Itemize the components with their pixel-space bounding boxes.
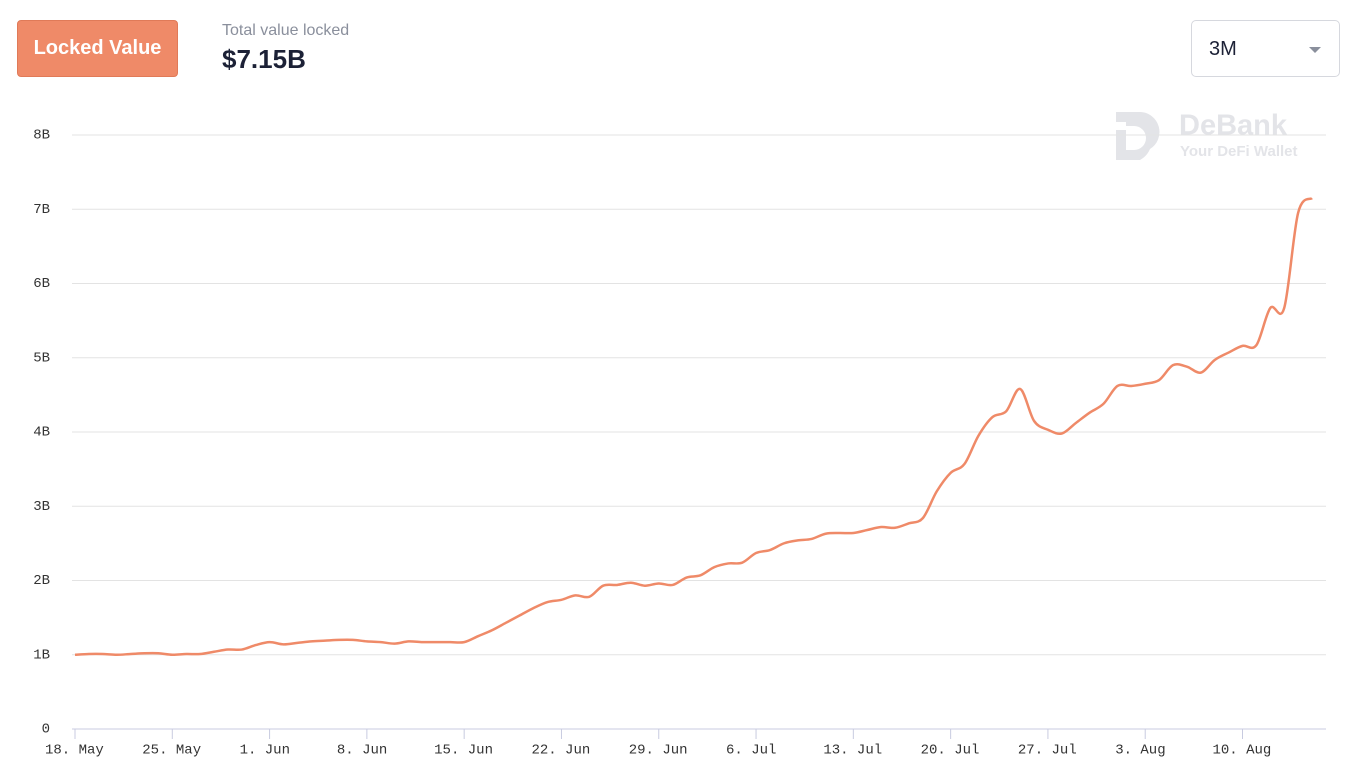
y-tick-label: 2B	[33, 573, 50, 589]
stat-value: $7.15B	[222, 44, 306, 74]
y-tick-label: 5B	[33, 350, 50, 366]
x-tick-label: 6. Jul	[726, 743, 776, 759]
y-tick-label: 1B	[33, 647, 50, 663]
tvl-line	[74, 197, 1313, 657]
x-tick-label: 27. Jul	[1018, 743, 1077, 759]
y-tick-label: 7B	[33, 202, 50, 218]
x-tick-label: 15. Jun	[434, 743, 493, 759]
x-tick-label: 18. May	[45, 743, 104, 759]
x-tick-label: 10. Aug	[1213, 743, 1272, 759]
locked-value-button[interactable]: Locked Value	[17, 20, 178, 77]
x-tick-label: 3. Aug	[1115, 743, 1165, 759]
y-tick-label: 4B	[33, 425, 50, 441]
stat-label: Total value locked	[222, 22, 350, 39]
x-tick-label: 22. Jun	[531, 743, 590, 759]
y-tick-label: 8B	[33, 128, 50, 144]
watermark-logo	[1116, 112, 1160, 160]
x-tick-label: 25. May	[142, 743, 201, 759]
range-value: 3M	[1209, 38, 1237, 60]
x-tick-label: 20. Jul	[921, 743, 980, 759]
y-tick-label: 6B	[33, 276, 50, 292]
dropdown-arrow	[1309, 47, 1321, 53]
range-select[interactable]: 3M	[1191, 20, 1340, 77]
x-tick-label: 8. Jun	[337, 743, 387, 759]
y-tick-label: 0	[42, 722, 50, 738]
x-tick-label: 1. Jun	[240, 743, 290, 759]
watermark-sub: Your DeFi Wallet	[1180, 143, 1298, 160]
x-tick-label: 29. Jun	[629, 743, 688, 759]
watermark: DeBank	[1179, 110, 1288, 142]
y-tick-label: 3B	[33, 499, 50, 515]
x-tick-label: 13. Jul	[823, 743, 882, 759]
